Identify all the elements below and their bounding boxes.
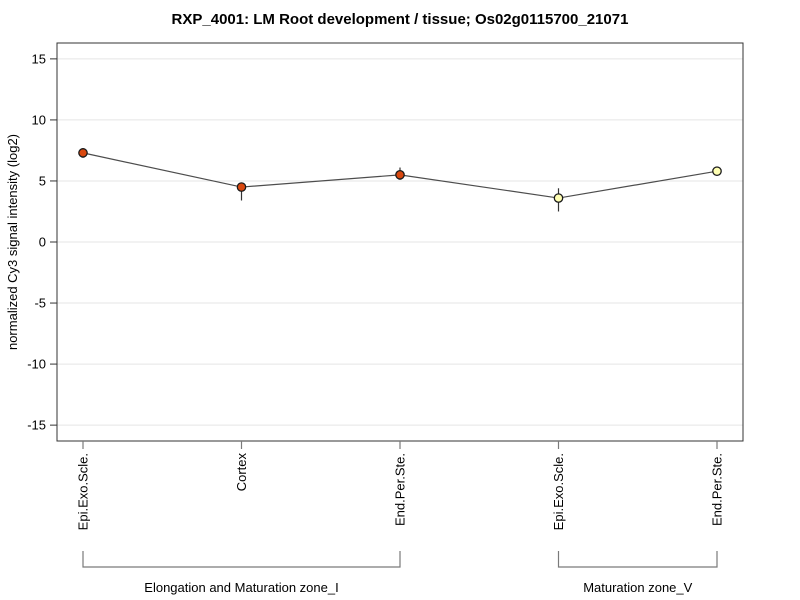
data-point — [712, 166, 722, 177]
chart-title: RXP_4001: LM Root development / tissue; … — [171, 11, 629, 28]
x-tick-label: Epi.Exo.Scle. — [551, 453, 566, 530]
data-point — [553, 193, 564, 203]
data-point — [236, 182, 247, 192]
y-tick-label: 5 — [39, 173, 46, 188]
data-point — [395, 170, 405, 180]
y-tick-label: -5 — [34, 296, 46, 311]
y-tick-label: -10 — [27, 357, 46, 372]
x-tick-label: End.Per.Ste. — [710, 453, 725, 526]
data-point — [78, 148, 88, 158]
group-bracket — [557, 551, 718, 568]
group-label: Elongation and Maturation zone_I — [144, 580, 338, 595]
y-tick-label: 0 — [39, 235, 46, 250]
x-tick-label: Cortex — [234, 453, 249, 492]
x-tick-label: Epi.Exo.Scle. — [76, 453, 91, 530]
y-tick-label: 15 — [32, 51, 46, 66]
x-tick-label: End.Per.Ste. — [393, 453, 408, 526]
group-bracket — [82, 551, 401, 568]
group-label: Maturation zone_V — [583, 580, 692, 595]
y-tick-label: 10 — [32, 112, 46, 127]
y-tick-label: -15 — [27, 418, 46, 433]
